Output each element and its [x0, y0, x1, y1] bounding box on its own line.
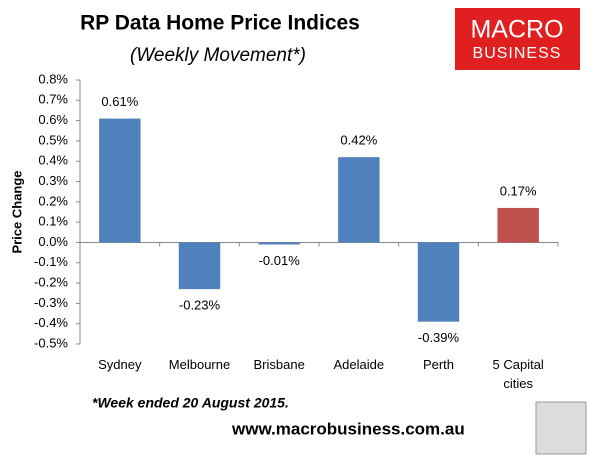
bar: [258, 242, 300, 245]
y-tick-label: -0.1%: [34, 254, 68, 269]
y-tick-label: 0.1%: [38, 214, 68, 229]
chart-subtitle: (Weekly Movement*): [130, 45, 306, 66]
x-tick-label: Brisbane: [253, 357, 305, 372]
y-tick-label: -0.5%: [34, 335, 68, 350]
data-label: 0.42%: [340, 133, 377, 148]
y-tick-label: 0.4%: [38, 153, 68, 168]
y-tick-label: 0.5%: [38, 132, 68, 147]
bar: [99, 118, 141, 243]
bar: [497, 207, 539, 243]
x-tick-label: Sydney: [98, 357, 142, 372]
data-label: 0.61%: [101, 94, 138, 109]
bar: [417, 242, 460, 322]
y-tick-label: -0.3%: [34, 295, 68, 310]
data-label: -0.01%: [259, 253, 301, 268]
footnote: *Week ended 20 August 2015.: [92, 395, 289, 411]
bar: [178, 242, 221, 290]
x-tick-label: Perth: [422, 357, 455, 372]
x-tick-label: Melbourne: [168, 357, 231, 372]
source: www.macrobusiness.com.au: [231, 419, 465, 438]
y-tick-label: 0.0%: [38, 234, 68, 249]
chart-title: RP Data Home Price Indices: [80, 12, 360, 35]
y-tick-label: -0.2%: [34, 275, 68, 290]
y-tick-label: -0.4%: [34, 315, 68, 330]
y-tick-label: 0.2%: [38, 193, 68, 208]
wolf-icon: [535, 401, 587, 455]
y-axis-label: Price Change: [9, 170, 24, 253]
y-tick-label: 0.7%: [38, 92, 68, 107]
logo-text: MACRO: [470, 16, 563, 44]
y-tick-label: 0.6%: [38, 112, 68, 127]
data-label: -0.23%: [179, 298, 221, 313]
data-label: 0.17%: [500, 183, 537, 198]
x-tick-label: Adelaide: [333, 357, 385, 372]
data-label: -0.39%: [418, 330, 460, 345]
logo-text: BUSINESS: [473, 45, 562, 62]
x-tick-label: 5 Capital cities: [492, 357, 544, 391]
y-tick-label: 0.3%: [38, 173, 68, 188]
logo-box: [455, 8, 580, 70]
bar: [338, 157, 380, 243]
y-tick-label: 0.8%: [38, 71, 68, 86]
